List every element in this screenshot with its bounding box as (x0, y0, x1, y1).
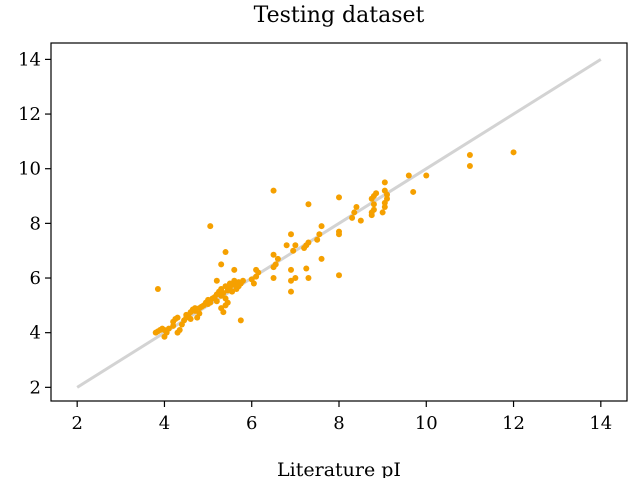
y-tick-label: 8 (30, 213, 41, 234)
data-point (176, 326, 183, 333)
data-point (303, 265, 310, 272)
data-point (222, 249, 229, 256)
data-point (318, 255, 325, 262)
data-point (250, 280, 257, 287)
data-point (410, 188, 417, 195)
data-point (220, 290, 227, 297)
data-point (229, 288, 236, 295)
data-point (192, 305, 198, 312)
data-point (466, 162, 473, 169)
x-axis-label: Literature pI (277, 459, 401, 478)
x-tick-label: 14 (589, 413, 612, 434)
data-point (336, 228, 342, 235)
data-point (336, 272, 342, 279)
y-tick-label: 10 (18, 159, 41, 180)
data-point (218, 261, 225, 268)
x-tick-label: 10 (415, 413, 438, 434)
data-point (379, 209, 386, 216)
data-point (213, 277, 220, 284)
data-point (305, 239, 312, 246)
x-tick-label: 2 (71, 413, 82, 434)
data-point (196, 310, 203, 317)
data-point (336, 194, 342, 201)
y-tick-label: 12 (18, 104, 41, 125)
data-point (314, 236, 321, 243)
data-point (381, 203, 388, 210)
data-point (274, 255, 281, 262)
data-point (349, 214, 356, 221)
x-tick-label: 8 (333, 413, 344, 434)
data-point (270, 275, 277, 282)
data-point (288, 266, 294, 273)
data-point (316, 231, 323, 238)
data-point (290, 247, 297, 254)
data-points-layer (152, 149, 517, 340)
data-point (237, 317, 244, 324)
data-point (253, 266, 260, 273)
data-point (318, 223, 325, 230)
data-point (405, 172, 412, 179)
data-point (213, 298, 220, 305)
data-point (381, 179, 388, 186)
data-point (351, 209, 358, 216)
y-axis: 2 4 6 8 10 12 14 (18, 49, 51, 398)
y-tick-label: 6 (30, 268, 41, 289)
data-point (240, 277, 246, 284)
data-point (207, 223, 214, 230)
x-tick-label: 6 (246, 413, 257, 434)
data-point (170, 322, 177, 329)
data-point (423, 172, 430, 179)
data-point (288, 288, 294, 295)
data-point (292, 242, 299, 249)
data-point (370, 206, 377, 213)
x-tick-label: 4 (159, 413, 170, 434)
x-axis: 2 4 6 8 10 12 14 (71, 401, 612, 434)
data-point (357, 217, 364, 224)
data-point (288, 277, 294, 284)
data-point (231, 266, 238, 273)
data-point (510, 149, 517, 156)
data-point (283, 242, 290, 249)
data-point (292, 275, 299, 282)
data-point (218, 305, 225, 312)
data-point (224, 299, 231, 306)
y-tick-label: 4 (30, 323, 41, 344)
data-point (154, 285, 161, 292)
data-point (270, 187, 277, 194)
data-point (270, 251, 277, 258)
data-point (187, 316, 194, 323)
data-point (373, 190, 380, 197)
reference-line-layer (76, 58, 602, 389)
y-tick-label: 2 (30, 377, 41, 398)
data-point (288, 231, 294, 238)
data-point (466, 152, 473, 159)
data-point (381, 187, 388, 194)
x-tick-label: 12 (502, 413, 525, 434)
data-point (384, 195, 390, 202)
y-tick-label: 14 (18, 49, 41, 70)
data-point (272, 261, 279, 268)
data-point (165, 325, 172, 332)
data-point (174, 314, 181, 321)
data-point (370, 201, 377, 208)
chart-title: Testing dataset (254, 3, 425, 28)
data-point (353, 203, 360, 210)
reference-line (76, 58, 602, 389)
data-point (305, 201, 312, 208)
data-point (305, 275, 312, 282)
